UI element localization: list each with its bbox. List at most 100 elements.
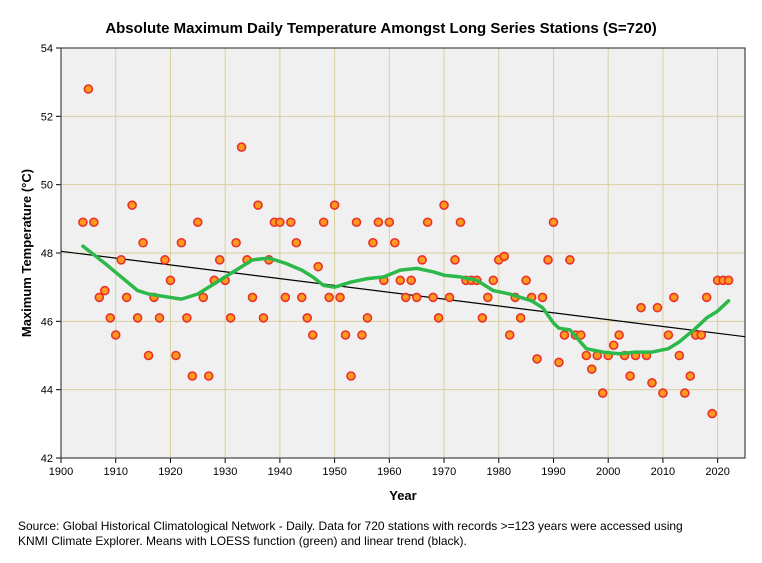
data-point bbox=[559, 330, 570, 340]
data-point bbox=[198, 292, 209, 303]
data-point bbox=[499, 251, 510, 262]
data-point bbox=[608, 340, 619, 351]
data-point bbox=[597, 388, 608, 398]
y-tick-label: 44 bbox=[41, 385, 53, 397]
x-tick-label: 1930 bbox=[213, 466, 237, 478]
data-point bbox=[548, 217, 559, 228]
data-point bbox=[674, 350, 685, 361]
data-point bbox=[116, 255, 126, 265]
x-tick-label: 1900 bbox=[49, 466, 73, 478]
data-point bbox=[329, 200, 340, 210]
data-point bbox=[286, 217, 296, 228]
data-point bbox=[307, 330, 318, 340]
x-tick-label: 1980 bbox=[487, 466, 511, 478]
source-line-1: Source: Global Historical Climatological… bbox=[18, 519, 683, 533]
data-point bbox=[663, 330, 674, 340]
data-point bbox=[83, 84, 94, 94]
x-tick-label: 1990 bbox=[541, 466, 565, 478]
data-point bbox=[296, 292, 307, 303]
data-point bbox=[581, 350, 592, 361]
data-point bbox=[89, 217, 99, 228]
data-point bbox=[258, 313, 269, 323]
data-point bbox=[313, 261, 323, 272]
data-point bbox=[368, 237, 378, 248]
x-tick-label: 2010 bbox=[651, 466, 675, 478]
data-point bbox=[132, 313, 143, 323]
data-point bbox=[707, 408, 717, 419]
y-tick-label: 48 bbox=[41, 248, 53, 260]
data-point bbox=[723, 275, 734, 286]
data-point bbox=[422, 217, 433, 228]
data-point bbox=[225, 313, 236, 323]
data-point bbox=[389, 237, 400, 248]
data-point bbox=[351, 217, 362, 228]
loess-line bbox=[81, 244, 731, 356]
data-point bbox=[94, 292, 105, 303]
y-tick-label: 54 bbox=[41, 43, 53, 55]
data-point bbox=[395, 275, 406, 286]
data-point bbox=[99, 285, 110, 296]
source-note: Source: Global Historical Climatological… bbox=[18, 519, 683, 549]
y-tick-label: 46 bbox=[41, 316, 53, 328]
data-point bbox=[280, 292, 291, 303]
data-point bbox=[138, 237, 148, 248]
data-point bbox=[669, 292, 679, 303]
data-point bbox=[275, 217, 285, 228]
data-point bbox=[554, 357, 564, 368]
data-point bbox=[488, 275, 499, 286]
data-point bbox=[110, 330, 121, 340]
data-point bbox=[455, 217, 466, 228]
data-point bbox=[214, 255, 225, 265]
data-point bbox=[576, 330, 586, 340]
data-point bbox=[532, 354, 542, 364]
data-point bbox=[203, 371, 214, 381]
data-point bbox=[417, 255, 427, 265]
data-point bbox=[444, 292, 455, 303]
chart-title: Absolute Maximum Daily Temperature Among… bbox=[105, 20, 657, 37]
x-tick-label: 2000 bbox=[596, 466, 620, 478]
x-tick-label: 1970 bbox=[432, 466, 456, 478]
data-point bbox=[143, 350, 154, 361]
data-point bbox=[160, 255, 170, 265]
data-point bbox=[439, 200, 449, 210]
data-point bbox=[685, 371, 696, 381]
data-point bbox=[193, 217, 203, 228]
data-point bbox=[701, 292, 712, 303]
x-axis-label: Year bbox=[389, 488, 416, 503]
y-tick-label: 50 bbox=[41, 180, 53, 192]
data-point bbox=[187, 371, 198, 381]
data-point bbox=[658, 388, 668, 398]
data-point bbox=[537, 292, 548, 303]
data-point bbox=[247, 292, 258, 303]
data-point bbox=[231, 237, 241, 248]
data-point bbox=[411, 292, 422, 303]
data-point bbox=[428, 292, 438, 303]
data-point bbox=[504, 330, 515, 340]
data-point bbox=[346, 371, 356, 381]
data-point bbox=[318, 217, 329, 228]
data-point bbox=[176, 237, 187, 248]
data-point bbox=[652, 302, 663, 313]
x-tick-label: 2020 bbox=[705, 466, 729, 478]
data-point bbox=[340, 330, 351, 340]
y-axis-label: Maximum Temperature (°C) bbox=[19, 169, 34, 337]
data-point bbox=[696, 330, 707, 340]
data-point bbox=[543, 255, 553, 265]
data-point bbox=[614, 330, 624, 340]
data-point bbox=[406, 275, 417, 286]
data-point bbox=[121, 292, 132, 303]
data-point bbox=[357, 330, 367, 340]
data-point bbox=[521, 275, 531, 286]
data-point bbox=[335, 292, 345, 303]
data-point bbox=[384, 217, 395, 228]
x-tick-label: 1920 bbox=[158, 466, 182, 478]
y-tick-label: 52 bbox=[41, 111, 53, 123]
data-point bbox=[477, 313, 488, 323]
data-point bbox=[636, 302, 646, 313]
y-tick-label: 42 bbox=[41, 453, 53, 465]
x-tick-label: 1950 bbox=[322, 466, 346, 478]
data-point bbox=[515, 313, 526, 323]
data-point bbox=[483, 292, 493, 303]
data-point bbox=[647, 378, 657, 388]
